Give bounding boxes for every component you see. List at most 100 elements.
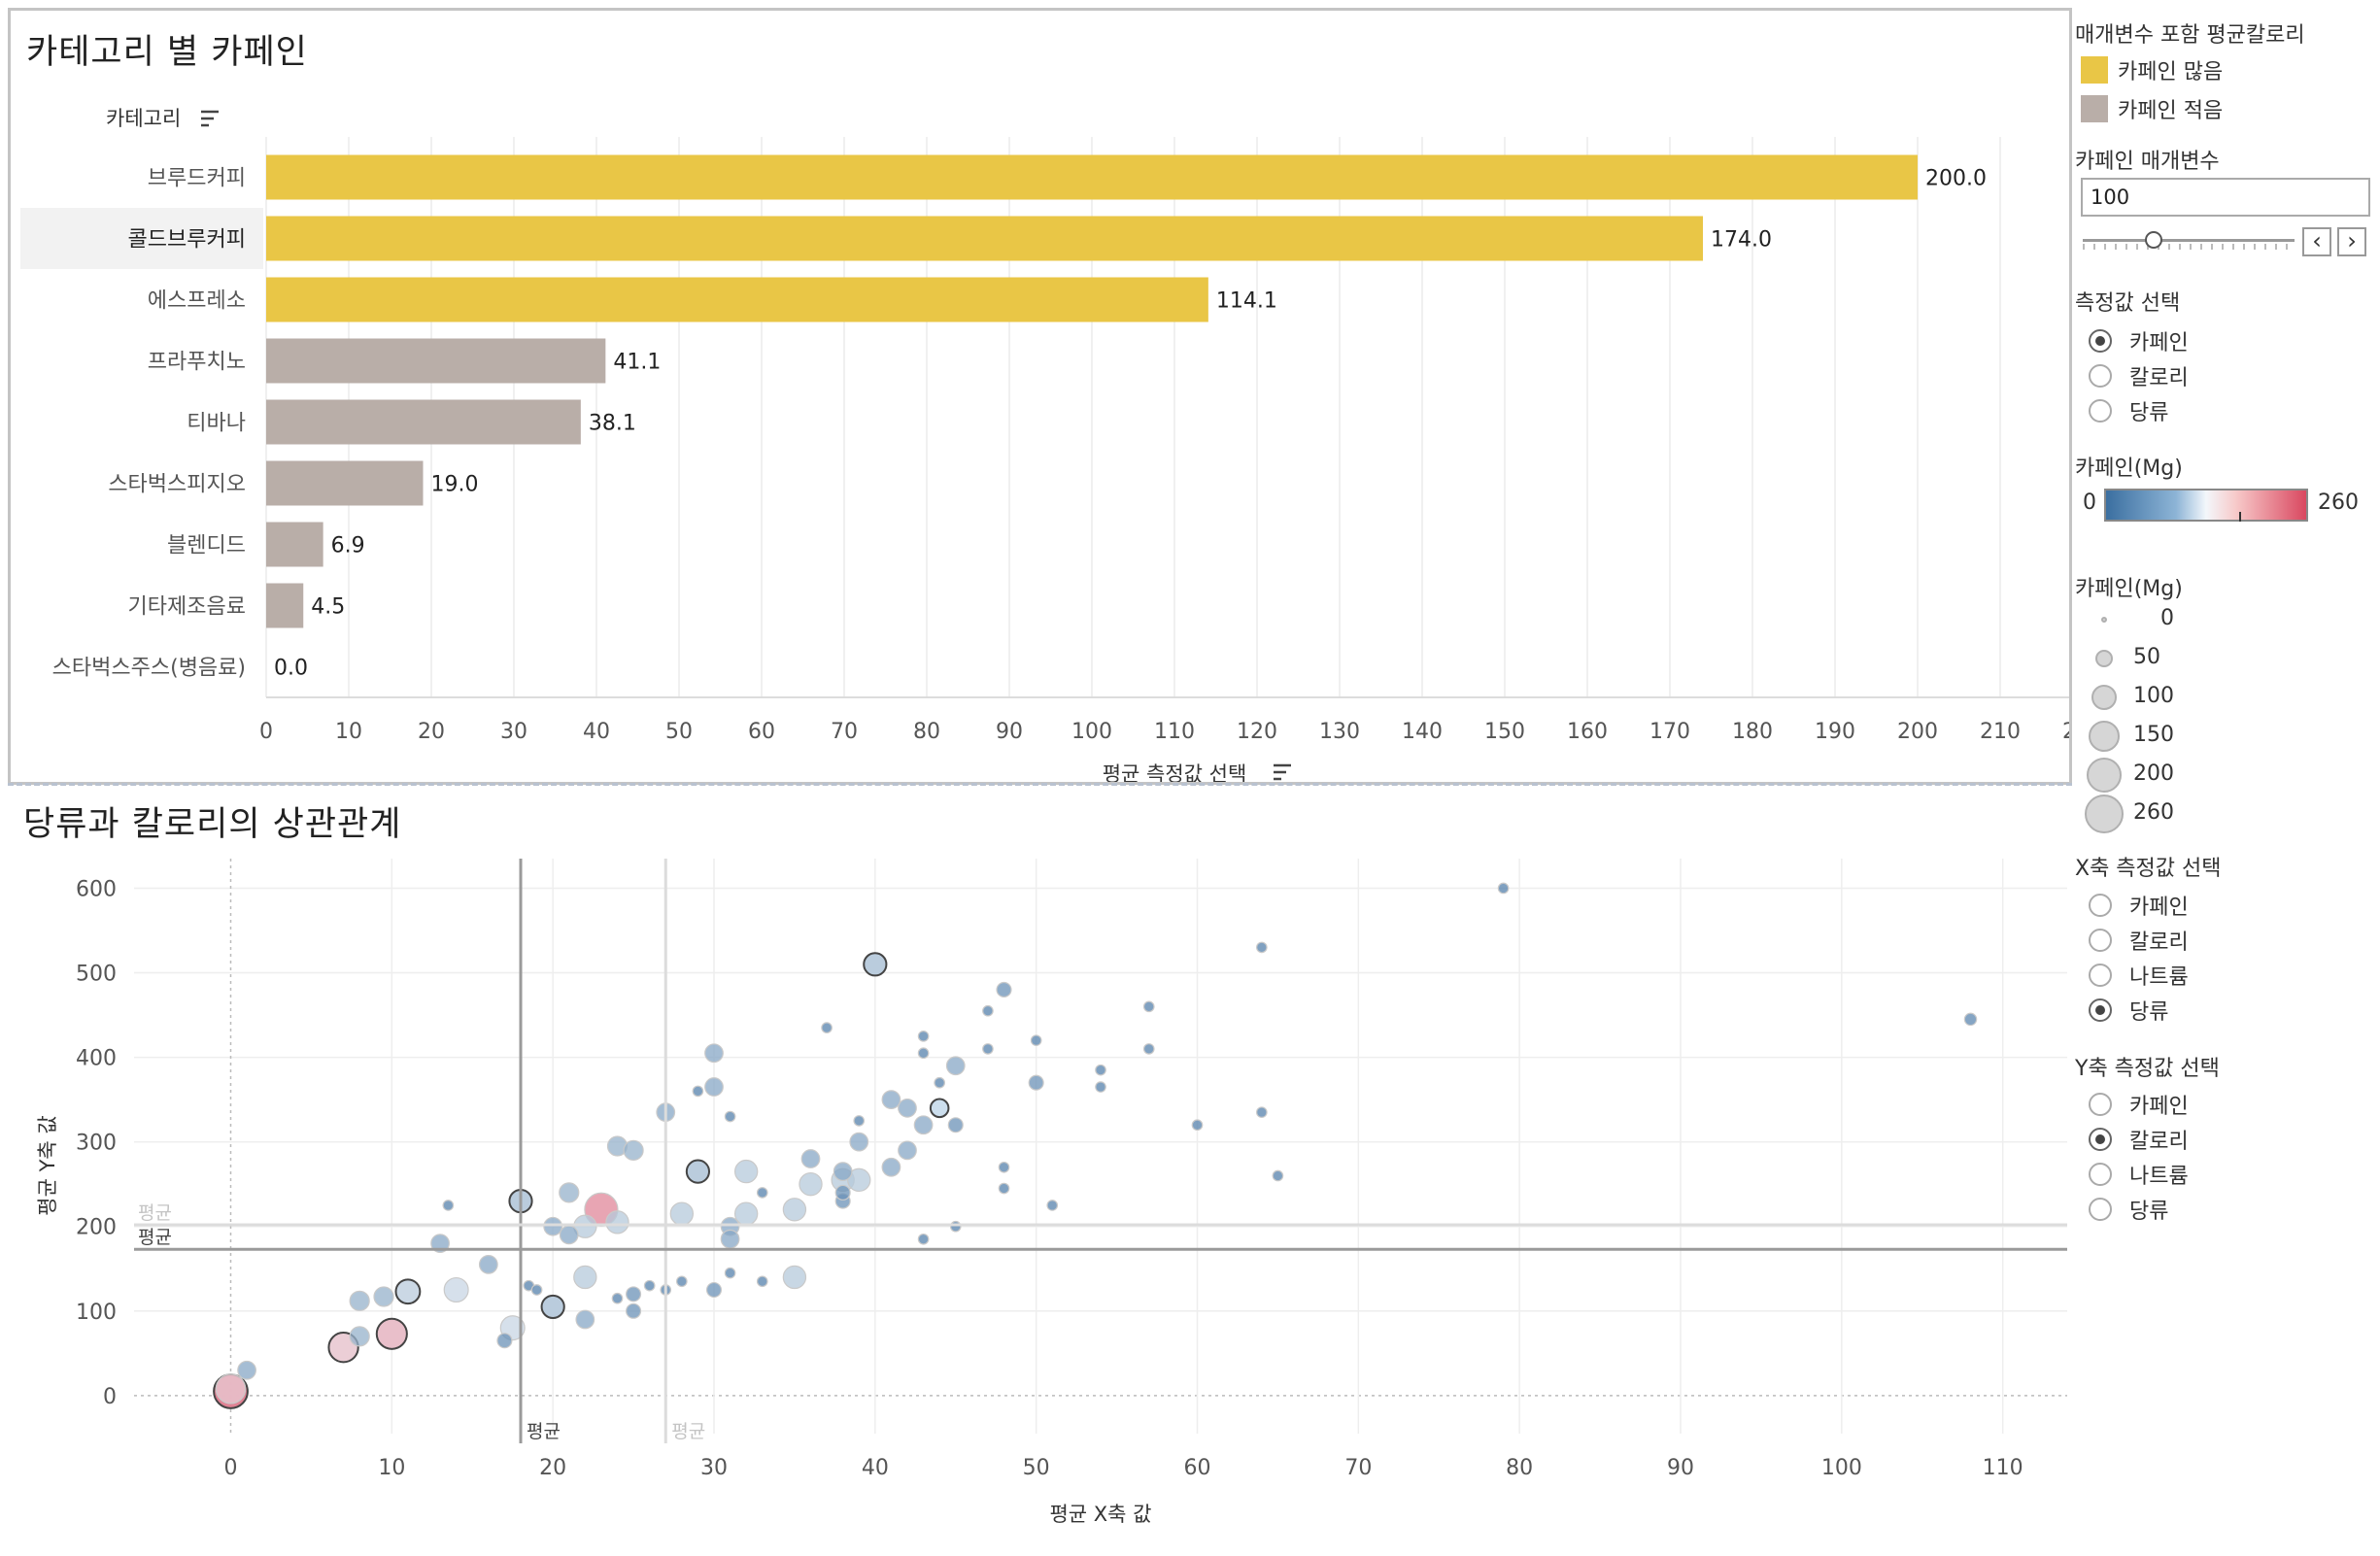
scatter-point[interactable] (998, 1182, 1010, 1195)
scatter-point[interactable] (626, 1286, 642, 1302)
step-forward-button[interactable]: › (2337, 227, 2366, 256)
radio-button[interactable] (2089, 1163, 2112, 1186)
scatter-point[interactable] (559, 1225, 579, 1245)
scatter-point[interactable] (626, 1302, 642, 1319)
scatter-point[interactable] (917, 1047, 930, 1060)
scatter-point[interactable] (643, 1279, 656, 1292)
scatter-point[interactable] (1191, 1119, 1204, 1132)
bar[interactable] (266, 216, 1703, 261)
bar[interactable] (266, 277, 1208, 322)
radio-button[interactable] (2089, 1128, 2112, 1151)
scatter-point[interactable] (782, 1265, 807, 1290)
radio-option-x-radios[interactable]: 당류 (2089, 995, 2168, 1026)
radio-button[interactable] (2089, 1093, 2112, 1116)
scatter-point[interactable] (478, 1255, 498, 1274)
radio-button[interactable] (2089, 998, 2112, 1022)
scatter-point[interactable] (530, 1284, 543, 1296)
scatter-point[interactable] (949, 1220, 962, 1233)
radio-option-measure-radios[interactable]: 칼로리 (2089, 360, 2189, 391)
scatter-point[interactable] (998, 1161, 1010, 1173)
category-label[interactable]: 에스프레소 (148, 289, 246, 314)
radio-option-x-radios[interactable]: 카페인 (2089, 890, 2189, 921)
legend-item-high-caffeine[interactable]: 카페인 많음 (2081, 54, 2223, 85)
scatter-point[interactable] (685, 1159, 711, 1184)
scatter-point[interactable] (945, 1056, 966, 1076)
radio-button[interactable] (2089, 929, 2112, 952)
sort-icon[interactable] (201, 110, 219, 127)
category-label[interactable]: 스타벅스주스(병음료) (52, 657, 246, 681)
radio-option-measure-radios[interactable]: 당류 (2089, 395, 2168, 426)
scatter-point[interactable] (1272, 1169, 1284, 1182)
radio-button[interactable] (2089, 329, 2112, 353)
scatter-point[interactable] (237, 1360, 256, 1380)
legend-item-low-caffeine[interactable]: 카페인 적음 (2081, 93, 2223, 124)
radio-option-y-radios[interactable]: 당류 (2089, 1194, 2168, 1225)
panel-divider[interactable] (8, 783, 2072, 786)
scatter-point[interactable] (898, 1098, 917, 1118)
scatter-point[interactable] (756, 1275, 768, 1288)
scatter-point[interactable] (996, 981, 1012, 998)
category-label[interactable]: 콜드브루커피 (128, 228, 246, 253)
scatter-point[interactable] (849, 1132, 869, 1152)
bar[interactable] (266, 460, 424, 506)
scatter-point[interactable] (704, 1043, 724, 1064)
scatter-point[interactable] (605, 1210, 629, 1235)
scatter-point[interactable] (799, 1171, 823, 1197)
category-label[interactable]: 브루드커피 (148, 167, 246, 191)
scatter-point[interactable] (1256, 1106, 1268, 1118)
category-label[interactable]: 티바나 (187, 412, 246, 436)
scatter-point[interactable] (782, 1198, 807, 1222)
radio-option-y-radios[interactable]: 카페인 (2089, 1089, 2189, 1120)
scatter-point[interactable] (733, 1159, 759, 1184)
scatter-point[interactable] (442, 1200, 455, 1211)
sort-icon[interactable] (1274, 763, 1291, 781)
scatter-point[interactable] (1142, 1000, 1155, 1013)
radio-button[interactable] (2089, 894, 2112, 917)
scatter-point[interactable] (543, 1216, 563, 1236)
scatter-point[interactable] (929, 1098, 950, 1119)
category-label[interactable]: 블렌디드 (167, 534, 246, 558)
category-label[interactable]: 스타벅스피지오 (108, 473, 246, 497)
scatter-point[interactable] (394, 1278, 422, 1305)
scatter-point[interactable] (833, 1162, 853, 1181)
scatter-point[interactable] (215, 1373, 247, 1404)
category-label[interactable]: 기타제조음료 (128, 595, 246, 620)
scatter-point[interactable] (559, 1182, 580, 1203)
scatter-point[interactable] (898, 1140, 917, 1161)
scatter-point[interactable] (934, 1076, 945, 1089)
bar[interactable] (266, 399, 581, 445)
scatter-point[interactable] (575, 1309, 595, 1330)
radio-option-y-radios[interactable]: 나트륨 (2089, 1159, 2189, 1190)
bar[interactable] (266, 154, 1918, 200)
scatter-point[interactable] (373, 1286, 394, 1307)
radio-button[interactable] (2089, 964, 2112, 987)
bar-x-axis-title[interactable]: 평균 측정값 선택 (1103, 762, 1247, 782)
radio-button[interactable] (2089, 399, 2112, 423)
scatter-point[interactable] (669, 1201, 695, 1226)
scatter-point[interactable] (1497, 882, 1510, 895)
scatter-point[interactable] (724, 1267, 736, 1279)
scatter-point[interactable] (917, 1031, 930, 1042)
scatter-point[interactable] (1095, 1064, 1106, 1076)
scatter-point[interactable] (913, 1115, 934, 1135)
scatter-point[interactable] (724, 1110, 736, 1123)
scatter-point[interactable] (982, 1004, 994, 1017)
bar[interactable] (266, 522, 323, 567)
scatter-point[interactable] (863, 952, 888, 977)
caffeine-parameter-input[interactable] (2081, 178, 2370, 217)
scatter-point[interactable] (800, 1149, 821, 1168)
scatter-point[interactable] (692, 1085, 704, 1098)
scatter-point[interactable] (1030, 1034, 1042, 1046)
scatter-point[interactable] (676, 1275, 688, 1288)
scatter-point[interactable] (1963, 1012, 1978, 1027)
scatter-point[interactable] (947, 1117, 964, 1133)
category-header[interactable]: 카테고리 (106, 107, 181, 130)
scatter-point[interactable] (756, 1187, 768, 1199)
scatter-point[interactable] (1142, 1043, 1155, 1055)
scatter-point[interactable] (1095, 1081, 1106, 1093)
radio-option-measure-radios[interactable]: 카페인 (2089, 325, 2189, 356)
bar[interactable] (266, 338, 606, 384)
scatter-point[interactable] (540, 1294, 565, 1320)
radio-option-y-radios[interactable]: 칼로리 (2089, 1124, 2189, 1155)
radio-option-x-radios[interactable]: 칼로리 (2089, 925, 2189, 956)
